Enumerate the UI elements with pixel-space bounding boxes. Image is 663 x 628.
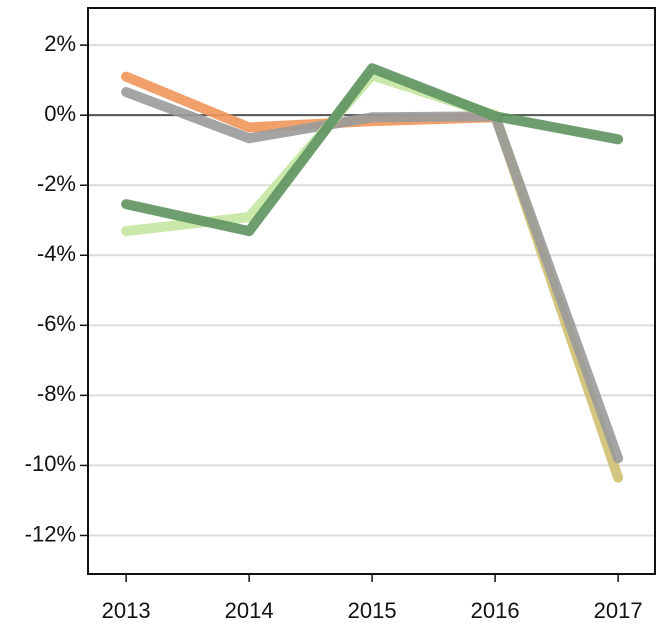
- y-tick-label: 2%: [44, 31, 76, 56]
- y-tick-label: -10%: [25, 451, 76, 476]
- y-tick-label: -12%: [25, 521, 76, 546]
- series-line: [121, 87, 624, 464]
- x-tick-label: 2014: [225, 598, 274, 623]
- x-tick-label: 2016: [471, 598, 520, 623]
- y-tick-label: 0%: [44, 101, 76, 126]
- y-tick-label: -6%: [37, 311, 76, 336]
- y-tick-label: -8%: [37, 381, 76, 406]
- series-line: [121, 63, 624, 237]
- y-tick-label: -4%: [37, 241, 76, 266]
- x-tick-label: 2017: [594, 598, 643, 623]
- x-tick-label: 2013: [102, 598, 151, 623]
- plot-frame: [87, 7, 656, 575]
- y-tick-label: -2%: [37, 171, 76, 196]
- x-tick-label: 2015: [348, 598, 397, 623]
